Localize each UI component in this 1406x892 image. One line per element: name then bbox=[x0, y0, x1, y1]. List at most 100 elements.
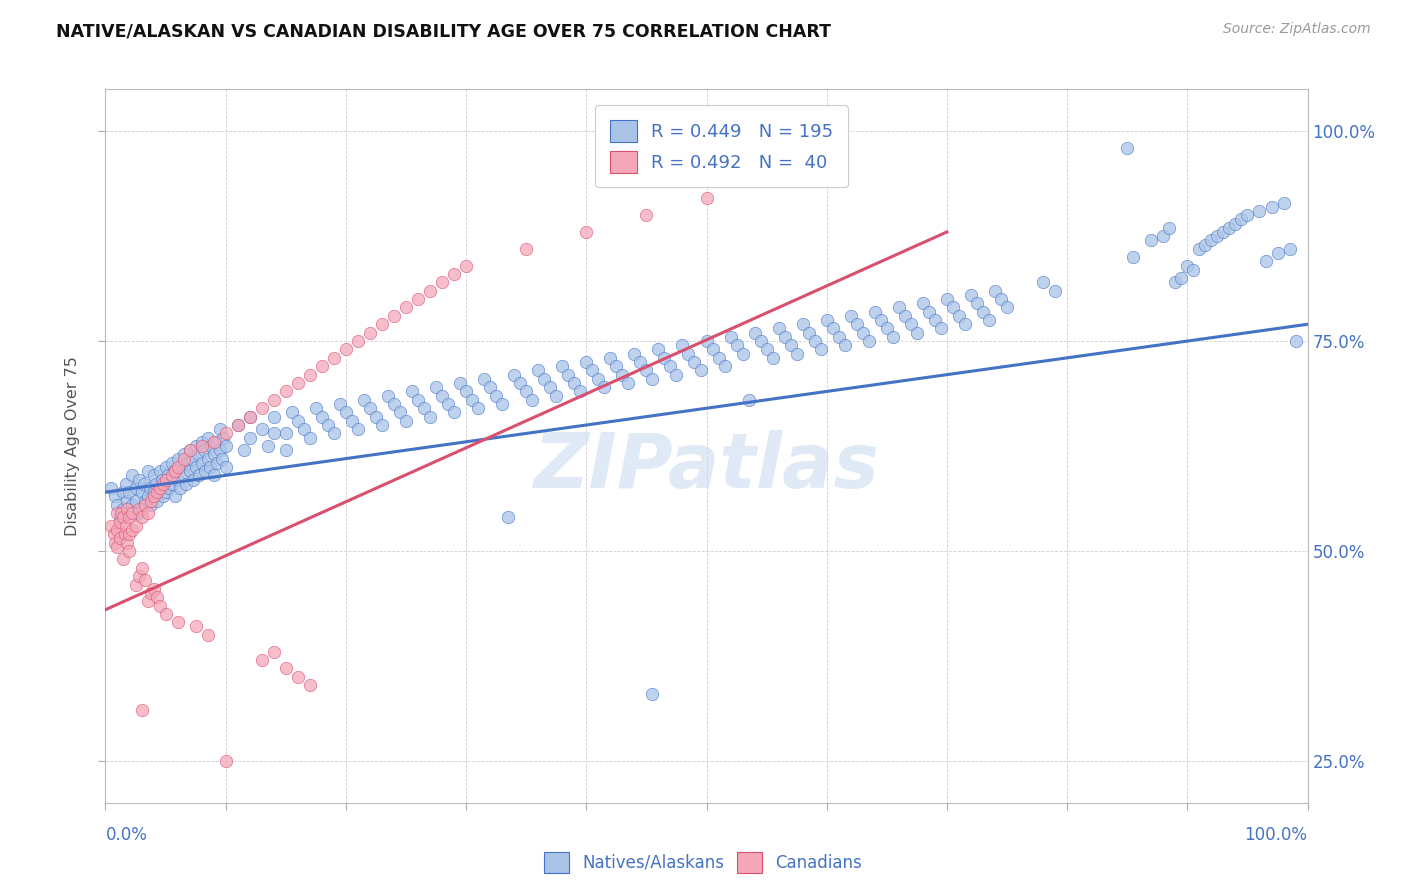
Point bbox=[190, 434, 212, 449]
Point bbox=[202, 434, 225, 449]
Point bbox=[103, 527, 125, 541]
Point bbox=[287, 376, 309, 390]
Point bbox=[250, 653, 273, 667]
Point bbox=[202, 468, 225, 483]
Point bbox=[256, 439, 278, 453]
Point bbox=[150, 473, 173, 487]
Point bbox=[419, 409, 441, 424]
Point bbox=[623, 346, 645, 360]
Point bbox=[1254, 254, 1277, 268]
Point bbox=[821, 321, 844, 335]
Point bbox=[160, 476, 183, 491]
Point bbox=[731, 346, 754, 360]
Point bbox=[205, 434, 228, 449]
Point bbox=[628, 355, 651, 369]
Point bbox=[112, 502, 135, 516]
Point bbox=[863, 304, 886, 318]
Point bbox=[148, 464, 170, 478]
Point bbox=[128, 473, 150, 487]
Point bbox=[127, 506, 149, 520]
Point bbox=[713, 359, 735, 374]
Point bbox=[425, 380, 447, 394]
Text: 0.0%: 0.0% bbox=[105, 826, 148, 845]
Point bbox=[1188, 242, 1211, 256]
Point bbox=[160, 468, 183, 483]
Point bbox=[208, 422, 231, 436]
Point bbox=[146, 485, 169, 500]
Point bbox=[263, 426, 285, 441]
Point bbox=[139, 586, 162, 600]
Point bbox=[155, 607, 177, 621]
Point bbox=[1260, 200, 1282, 214]
Point bbox=[281, 405, 304, 419]
Point bbox=[665, 368, 688, 382]
Point bbox=[263, 392, 285, 407]
Point bbox=[1249, 203, 1271, 218]
Point bbox=[118, 527, 141, 541]
Point bbox=[546, 389, 568, 403]
Point bbox=[797, 326, 820, 340]
Point bbox=[641, 372, 664, 386]
Point bbox=[503, 368, 526, 382]
Point bbox=[322, 351, 344, 365]
Point bbox=[803, 334, 825, 348]
Point bbox=[1182, 262, 1205, 277]
Point bbox=[1201, 233, 1223, 247]
Point bbox=[160, 456, 183, 470]
Point bbox=[139, 498, 162, 512]
Point bbox=[395, 301, 418, 315]
Point bbox=[173, 468, 195, 483]
Point bbox=[208, 443, 231, 458]
Point bbox=[155, 485, 177, 500]
Point bbox=[538, 380, 561, 394]
Point bbox=[491, 397, 513, 411]
Point bbox=[163, 464, 186, 478]
Point bbox=[659, 359, 682, 374]
Point bbox=[188, 468, 211, 483]
Point bbox=[815, 313, 838, 327]
Point bbox=[131, 485, 153, 500]
Point bbox=[1122, 250, 1144, 264]
Point bbox=[146, 493, 169, 508]
Point bbox=[894, 309, 917, 323]
Legend: R = 0.449   N = 195, R = 0.492   N =  40: R = 0.449 N = 195, R = 0.492 N = 40 bbox=[595, 105, 848, 187]
Point bbox=[1236, 208, 1258, 222]
Point bbox=[924, 313, 946, 327]
Point bbox=[239, 409, 262, 424]
Point bbox=[166, 615, 188, 630]
Point bbox=[472, 372, 495, 386]
Point bbox=[413, 401, 436, 416]
Point bbox=[454, 259, 477, 273]
Point bbox=[145, 476, 167, 491]
Point bbox=[155, 473, 177, 487]
Point bbox=[671, 338, 693, 352]
Point bbox=[581, 363, 603, 377]
Point bbox=[156, 468, 179, 483]
Point bbox=[128, 569, 150, 583]
Point bbox=[382, 309, 405, 323]
Point bbox=[142, 468, 165, 483]
Point bbox=[689, 363, 711, 377]
Point bbox=[136, 594, 159, 608]
Point bbox=[232, 443, 254, 458]
Point bbox=[311, 409, 333, 424]
Point bbox=[858, 334, 880, 348]
Point bbox=[107, 498, 129, 512]
Point bbox=[212, 431, 235, 445]
Point bbox=[181, 473, 204, 487]
Point bbox=[479, 380, 502, 394]
Point bbox=[496, 510, 519, 524]
Point bbox=[948, 309, 970, 323]
Point bbox=[197, 451, 219, 466]
Point bbox=[305, 401, 328, 416]
Point bbox=[190, 456, 212, 470]
Point bbox=[678, 346, 700, 360]
Point bbox=[551, 359, 574, 374]
Point bbox=[131, 502, 153, 516]
Text: ZIPatlas: ZIPatlas bbox=[533, 431, 880, 504]
Point bbox=[749, 334, 772, 348]
Point bbox=[166, 460, 188, 475]
Point bbox=[184, 460, 207, 475]
Point bbox=[118, 485, 141, 500]
Point bbox=[707, 351, 730, 365]
